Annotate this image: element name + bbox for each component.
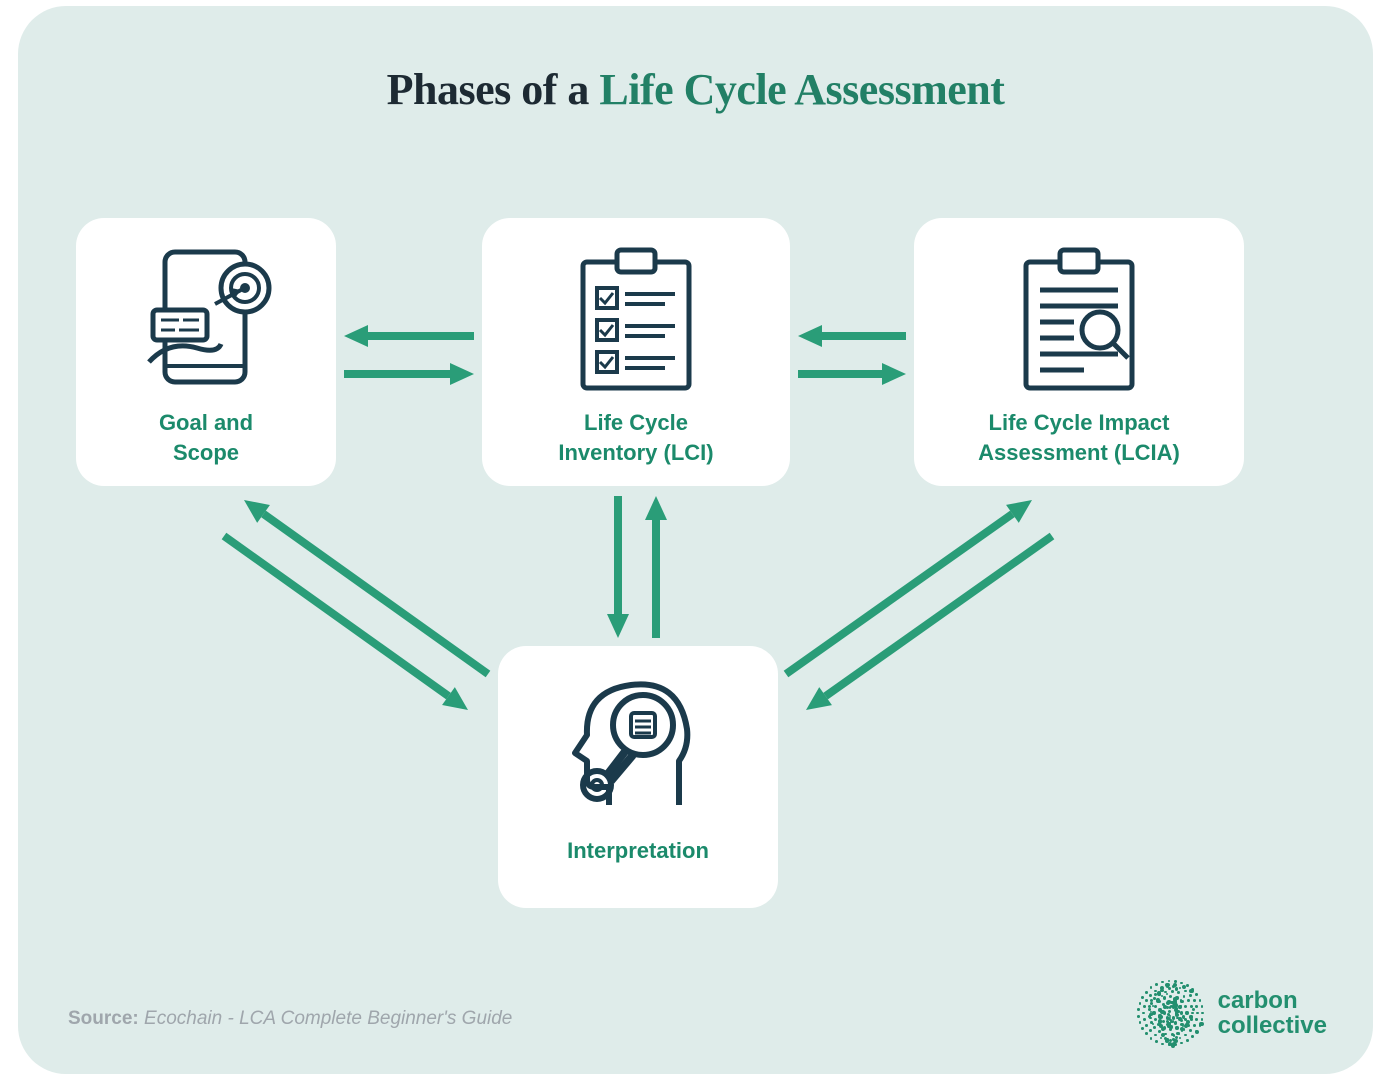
source-text: Ecochain - LCA Complete Beginner's Guide xyxy=(144,1008,512,1029)
target-phone-icon xyxy=(131,244,281,394)
logo-mark-icon xyxy=(1138,980,1204,1046)
phase-card-lci: Life CycleInventory (LCI) xyxy=(482,218,790,486)
phase-card-interp: Interpretation xyxy=(498,646,778,908)
title-part-1: Phases of a xyxy=(387,65,600,114)
logo-text: carboncollective xyxy=(1218,988,1327,1038)
phase-label: Interpretation xyxy=(567,836,709,866)
head-gear-icon xyxy=(563,672,713,822)
page-title: Phases of a Life Cycle Assessment xyxy=(18,64,1373,115)
clipboard-search-icon xyxy=(1014,244,1144,394)
clipboard-check-icon xyxy=(571,244,701,394)
logo-line-2: collective xyxy=(1218,1013,1327,1038)
phase-card-lcia: Life Cycle ImpactAssessment (LCIA) xyxy=(914,218,1244,486)
arrows-layer xyxy=(18,6,1373,1074)
phase-card-goal: Goal andScope xyxy=(76,218,336,486)
phase-label: Goal andScope xyxy=(159,408,253,467)
diagram-canvas: Phases of a Life Cycle Assessment Goal a… xyxy=(18,6,1373,1074)
source-citation: Source: Ecochain - LCA Complete Beginner… xyxy=(68,1008,512,1030)
title-part-2: Life Cycle Assessment xyxy=(599,65,1004,114)
phase-label: Life Cycle ImpactAssessment (LCIA) xyxy=(978,408,1180,467)
source-label: Source: xyxy=(68,1008,144,1029)
logo-line-1: carbon xyxy=(1218,988,1327,1013)
phase-label: Life CycleInventory (LCI) xyxy=(558,408,713,467)
brand-logo: carboncollective xyxy=(1138,980,1327,1046)
